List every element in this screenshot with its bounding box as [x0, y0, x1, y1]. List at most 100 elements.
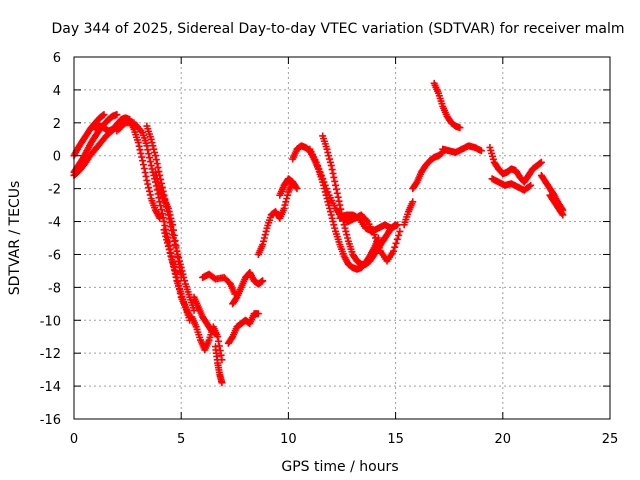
- data-point: [215, 337, 223, 345]
- data-point: [164, 204, 172, 212]
- data-point: [165, 208, 173, 216]
- series-track-24: [439, 142, 485, 156]
- data-point: [326, 158, 334, 166]
- data-point: [153, 175, 161, 183]
- data-point: [525, 182, 533, 190]
- y-tick-label: -8: [48, 281, 61, 296]
- data-point: [280, 204, 288, 212]
- y-axis-label: SDTVAR / TECUs: [7, 181, 23, 296]
- data-point: [164, 242, 172, 250]
- data-point: [148, 165, 156, 173]
- data-point: [344, 234, 352, 242]
- data-point: [527, 181, 535, 189]
- data-point: [163, 239, 171, 247]
- data-point: [159, 214, 167, 222]
- data-point: [167, 214, 175, 222]
- data-point: [172, 242, 180, 250]
- series-track-7: [151, 168, 185, 281]
- data-point: [312, 158, 320, 166]
- x-tick-label: 5: [177, 432, 185, 447]
- data-point: [324, 198, 332, 206]
- x-axis-label: GPS time / hours: [281, 459, 398, 475]
- data-point: [282, 198, 290, 206]
- data-point: [373, 237, 381, 245]
- data-point: [329, 169, 337, 177]
- data-point: [283, 195, 291, 203]
- data-point: [326, 204, 334, 212]
- data-point: [331, 177, 339, 185]
- y-tick-label: 2: [53, 117, 61, 132]
- data-point: [342, 227, 350, 235]
- data-point: [144, 146, 152, 154]
- series-track-27: [537, 171, 567, 214]
- data-point: [154, 178, 162, 186]
- y-tick-label: 6: [53, 51, 61, 66]
- y-tick-label: -12: [40, 347, 61, 362]
- data-point: [144, 180, 152, 188]
- data-point: [135, 142, 143, 150]
- data-point: [316, 168, 324, 176]
- data-point: [393, 235, 401, 243]
- data-point: [153, 160, 161, 168]
- data-point: [327, 162, 335, 170]
- data-point: [140, 165, 148, 173]
- data-point: [333, 189, 341, 197]
- data-point: [456, 124, 464, 132]
- y-tick-label: -2: [48, 183, 61, 198]
- data-point: [160, 226, 168, 234]
- data-point: [371, 234, 379, 242]
- data-point: [113, 111, 121, 119]
- series-track-20: [336, 211, 402, 235]
- series-track-19: [306, 145, 404, 265]
- series-track-10: [212, 343, 226, 387]
- data-point: [167, 252, 175, 260]
- data-point: [559, 211, 567, 219]
- data-point: [155, 181, 163, 189]
- data-point: [341, 224, 349, 232]
- data-point: [152, 171, 160, 179]
- series-track-22: [409, 148, 447, 193]
- data-point: [166, 249, 174, 257]
- data-point: [171, 237, 179, 245]
- data-point: [284, 191, 292, 199]
- data-point: [173, 247, 181, 255]
- data-point: [260, 237, 268, 245]
- data-point: [332, 185, 340, 193]
- data-point: [190, 306, 198, 314]
- data-point: [293, 185, 301, 193]
- data-point: [259, 277, 267, 285]
- chart-title: Day 344 of 2025, Sidereal Day-to-day VTE…: [52, 21, 625, 37]
- data-point: [161, 221, 169, 229]
- data-point: [145, 150, 153, 158]
- series-track-11: [190, 293, 220, 337]
- data-point: [171, 270, 179, 278]
- data-point: [392, 239, 400, 247]
- data-point: [162, 232, 170, 240]
- data-point: [329, 218, 337, 226]
- data-point: [169, 221, 177, 229]
- data-markers: [70, 79, 567, 387]
- data-point: [148, 139, 156, 147]
- axis-ticks: 0 5 10 15 20 25 -16 -14 -12 -10 -8 -6 -4 -2 0 2 4 6: [40, 51, 619, 447]
- data-point: [147, 135, 155, 143]
- series-track-21: [400, 198, 417, 229]
- data-point: [218, 379, 226, 387]
- data-point: [328, 166, 336, 174]
- data-point: [327, 211, 335, 219]
- data-point: [334, 193, 342, 201]
- series-track-2: [70, 111, 108, 160]
- series-track-15: [254, 178, 297, 258]
- data-point: [170, 266, 178, 274]
- data-point: [165, 246, 173, 254]
- x-tick-label: 20: [495, 432, 512, 447]
- data-point: [152, 156, 160, 164]
- data-point: [281, 201, 289, 209]
- data-point: [324, 188, 332, 196]
- data-point: [160, 218, 168, 226]
- y-tick-label: -4: [48, 216, 61, 231]
- data-point: [319, 175, 327, 183]
- data-point: [146, 191, 154, 199]
- data-point: [157, 202, 165, 210]
- data-point: [317, 171, 325, 179]
